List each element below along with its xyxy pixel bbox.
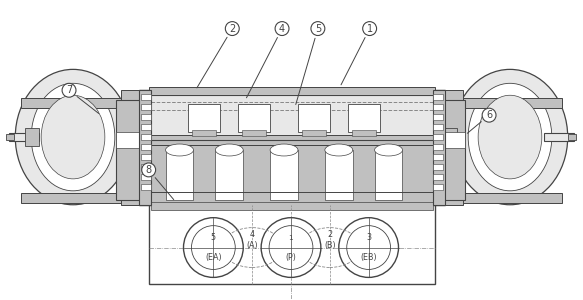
Ellipse shape <box>478 95 542 179</box>
Ellipse shape <box>270 144 298 156</box>
Bar <box>141 184 150 190</box>
Text: (EB): (EB) <box>360 253 377 262</box>
Circle shape <box>261 218 321 278</box>
Circle shape <box>191 226 236 269</box>
Bar <box>139 90 445 205</box>
Bar <box>149 95 436 137</box>
Bar <box>188 104 220 132</box>
Text: 7: 7 <box>66 85 99 113</box>
Bar <box>116 100 141 200</box>
Text: 8: 8 <box>146 165 174 200</box>
Bar <box>443 128 457 146</box>
Bar <box>121 90 150 110</box>
Bar <box>433 90 463 110</box>
Bar <box>433 164 443 170</box>
Bar <box>460 193 562 203</box>
Text: 3: 3 <box>366 233 371 242</box>
Bar <box>440 132 465 148</box>
Bar <box>141 174 150 180</box>
Text: 1: 1 <box>289 235 293 241</box>
Text: 2: 2 <box>327 230 332 239</box>
Text: 1: 1 <box>341 24 373 85</box>
Bar <box>9 133 39 141</box>
Bar <box>440 100 465 200</box>
Bar <box>298 104 330 132</box>
Bar <box>141 114 150 120</box>
Bar <box>6 134 15 140</box>
Bar <box>433 94 443 100</box>
Bar <box>544 133 574 141</box>
Text: 6: 6 <box>468 110 492 133</box>
Bar <box>325 150 353 200</box>
Ellipse shape <box>215 144 243 156</box>
Bar <box>352 130 375 136</box>
Bar <box>149 87 436 95</box>
Bar <box>25 128 39 146</box>
Circle shape <box>339 218 399 278</box>
Bar <box>149 143 436 205</box>
Ellipse shape <box>166 144 194 156</box>
Bar <box>433 144 443 150</box>
Bar <box>375 150 402 200</box>
Circle shape <box>269 226 313 269</box>
Bar <box>141 104 150 110</box>
Ellipse shape <box>375 144 402 156</box>
Ellipse shape <box>468 83 552 191</box>
Bar <box>192 130 216 136</box>
Bar <box>238 104 270 132</box>
Bar <box>433 174 443 180</box>
Bar <box>433 104 443 110</box>
Bar <box>21 98 123 108</box>
Text: 5: 5 <box>296 24 321 104</box>
Ellipse shape <box>41 95 105 179</box>
Bar <box>433 154 443 160</box>
Bar <box>347 104 380 132</box>
Bar <box>141 124 150 130</box>
Bar <box>121 185 150 205</box>
Bar <box>302 130 326 136</box>
Bar <box>215 150 243 200</box>
Bar <box>433 90 445 205</box>
Bar <box>146 135 438 145</box>
Bar <box>460 98 562 108</box>
Bar <box>141 94 150 100</box>
Bar <box>116 132 141 148</box>
Bar <box>166 150 194 200</box>
Bar <box>149 205 436 284</box>
Bar <box>433 185 463 205</box>
Ellipse shape <box>15 69 131 205</box>
Text: 5: 5 <box>211 233 216 242</box>
Bar <box>433 134 443 140</box>
Bar <box>433 184 443 190</box>
Text: (A): (A) <box>247 241 258 250</box>
Text: 4: 4 <box>250 230 255 239</box>
Bar <box>139 90 150 205</box>
Ellipse shape <box>452 69 568 205</box>
Text: (EA): (EA) <box>205 253 222 262</box>
Bar <box>242 130 266 136</box>
Text: (P): (P) <box>286 253 296 262</box>
Text: 2: 2 <box>197 24 236 88</box>
Ellipse shape <box>31 83 115 191</box>
Bar <box>141 164 150 170</box>
Bar <box>141 154 150 160</box>
Bar <box>433 124 443 130</box>
Bar <box>270 150 298 200</box>
Text: (B): (B) <box>324 241 336 250</box>
Circle shape <box>184 218 243 278</box>
Bar <box>568 134 575 140</box>
Bar <box>21 193 123 203</box>
Bar <box>141 134 150 140</box>
Bar <box>141 144 150 150</box>
Ellipse shape <box>325 144 353 156</box>
Circle shape <box>347 226 391 269</box>
Bar <box>433 114 443 120</box>
Text: 4: 4 <box>247 24 285 98</box>
Bar <box>150 202 433 210</box>
